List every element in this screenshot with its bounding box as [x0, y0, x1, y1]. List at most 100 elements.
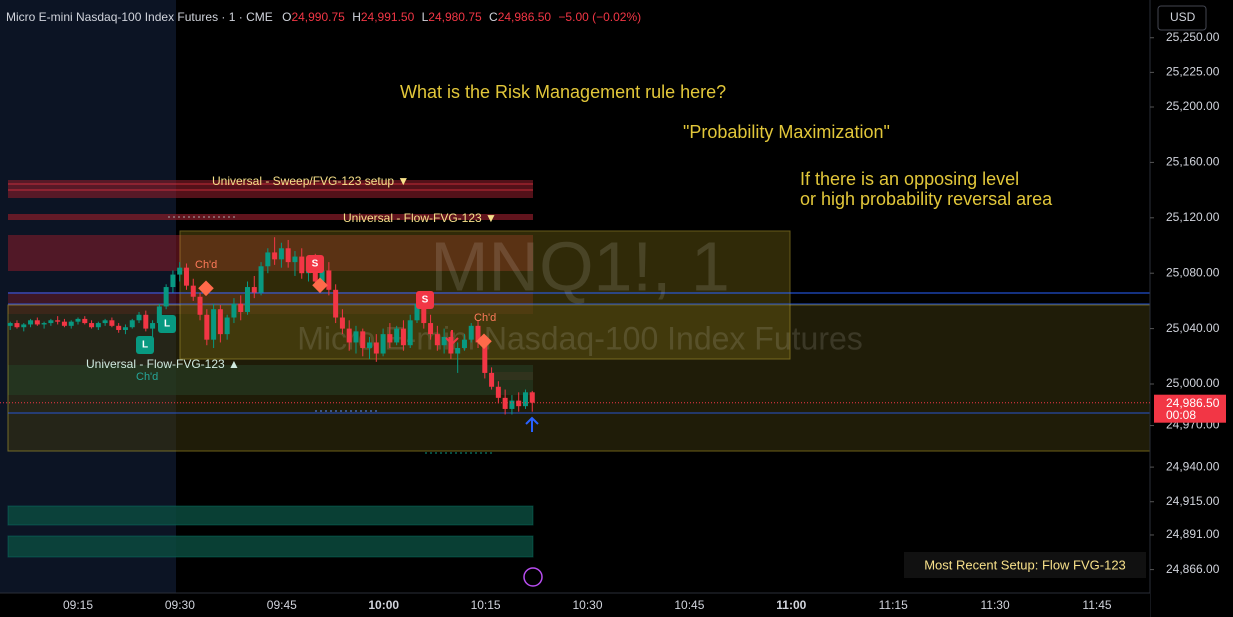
price-tick-label: 25,200.00	[1166, 99, 1220, 113]
h-label: H	[352, 10, 361, 24]
price-tick-label: 25,040.00	[1166, 321, 1220, 335]
time-tick-label: 11:00	[776, 598, 806, 612]
candle-body	[61, 321, 67, 326]
price-tick-label: 24,866.00	[1166, 562, 1220, 576]
candle-body	[116, 325, 122, 330]
candle-body	[231, 303, 237, 318]
diamond	[198, 280, 214, 297]
candle-body	[68, 321, 74, 326]
c-label: C	[489, 10, 498, 24]
candle-body	[122, 327, 128, 330]
last-price: 24,986.50	[1166, 396, 1220, 410]
candle-body	[251, 287, 257, 293]
green-zone	[7, 535, 534, 558]
candle-body	[102, 320, 108, 324]
change: −5.00 (−0.02%)	[558, 10, 641, 24]
candle-body	[95, 323, 101, 328]
candle-body	[238, 303, 244, 312]
candle-body	[82, 318, 88, 324]
annotation: If there is an opposing level	[800, 169, 1019, 189]
red-zone	[8, 235, 533, 271]
currency-button[interactable]	[1157, 5, 1207, 31]
candle-body	[136, 314, 142, 321]
symbol: Micro E-mini Nasdaq-100 Index Futures · …	[6, 10, 273, 24]
candle-body	[265, 252, 271, 267]
candle-body	[367, 342, 373, 348]
setup-label: Universal - Sweep/FVG-123 setup ▼	[212, 174, 409, 188]
candle-body	[421, 303, 427, 324]
candle-body	[156, 306, 162, 324]
candle-body	[150, 323, 156, 329]
candle-body	[89, 323, 95, 328]
candle-body	[495, 386, 501, 398]
candle-body	[245, 287, 250, 312]
candle-body	[224, 317, 230, 335]
candle-body	[285, 248, 291, 263]
price-axis	[1150, 0, 1233, 617]
candle-body	[204, 314, 210, 340]
candle-body	[21, 324, 27, 328]
price-tick-label: 25,225.00	[1166, 65, 1220, 79]
candle-body	[346, 328, 352, 343]
candle-body	[170, 274, 176, 288]
setup-label: Universal - Flow-FVG-123 ▼	[343, 211, 497, 225]
l-label: L	[422, 10, 429, 24]
up-arrow	[525, 416, 539, 432]
low: 24,980.75	[428, 10, 482, 24]
candle-body	[109, 320, 115, 326]
candle-body	[509, 400, 515, 409]
candle-body	[489, 372, 495, 387]
candle-body	[190, 285, 196, 297]
candle-body	[448, 336, 454, 354]
price-tick-label: 25,250.00	[1166, 30, 1220, 44]
sell-marker	[416, 291, 434, 309]
event-icon[interactable]	[523, 567, 543, 587]
price-tick-label: 24,891.00	[1166, 527, 1220, 541]
o-label: O	[282, 10, 291, 24]
candle-body	[55, 320, 61, 322]
time-tick-label: 10:15	[471, 598, 501, 612]
candle-body	[482, 342, 488, 373]
price-tick-label: 24,915.00	[1166, 494, 1220, 508]
zones	[7, 180, 1151, 558]
time-tick-label: 09:30	[165, 598, 195, 612]
chd-label: Ch'd	[136, 371, 158, 383]
price-tick-label: 25,080.00	[1166, 265, 1220, 279]
candle-body	[292, 256, 298, 263]
candle-body	[387, 334, 393, 343]
candle-body	[394, 328, 400, 343]
annotation: or high probability reversal area	[800, 189, 1053, 209]
candle-body	[319, 270, 325, 282]
sell-label: S	[422, 295, 429, 306]
candle-body	[380, 334, 386, 354]
chd-label: Ch'd	[195, 259, 217, 271]
candle-body	[177, 267, 183, 275]
candle-body	[434, 334, 440, 346]
annotation: "Probability Maximization"	[683, 122, 890, 142]
time-tick-label: 10:30	[572, 598, 602, 612]
candle-body	[183, 267, 189, 286]
candle-body	[272, 252, 278, 260]
candle-body	[217, 309, 223, 335]
long-marker	[158, 315, 176, 333]
candle-body	[28, 320, 34, 325]
watermark-ticker: MNQ1!, 1	[430, 227, 730, 305]
candle-body	[197, 296, 203, 315]
candle-body	[258, 266, 264, 293]
candle-body	[522, 392, 528, 407]
long-marker	[136, 336, 154, 354]
setup-label: Universal - Flow-FVG-123 ▲	[86, 357, 240, 371]
price-tick-label: 24,940.00	[1166, 459, 1220, 473]
yellow-zone	[7, 304, 1151, 452]
time-tick-label: 09:15	[63, 598, 93, 612]
time-tick-label: 09:45	[267, 598, 297, 612]
high: 24,991.50	[361, 10, 415, 24]
candle-body	[326, 270, 332, 290]
price-ticks: 25,250.00 25,225.00 25,200.00 25,160.00 25,1…	[0, 30, 1226, 576]
candle-body	[339, 317, 345, 329]
candle-body	[211, 309, 217, 340]
diamond	[312, 277, 328, 294]
currency: USD	[1170, 10, 1196, 24]
candle-body	[34, 320, 40, 325]
candle-body	[468, 325, 474, 340]
